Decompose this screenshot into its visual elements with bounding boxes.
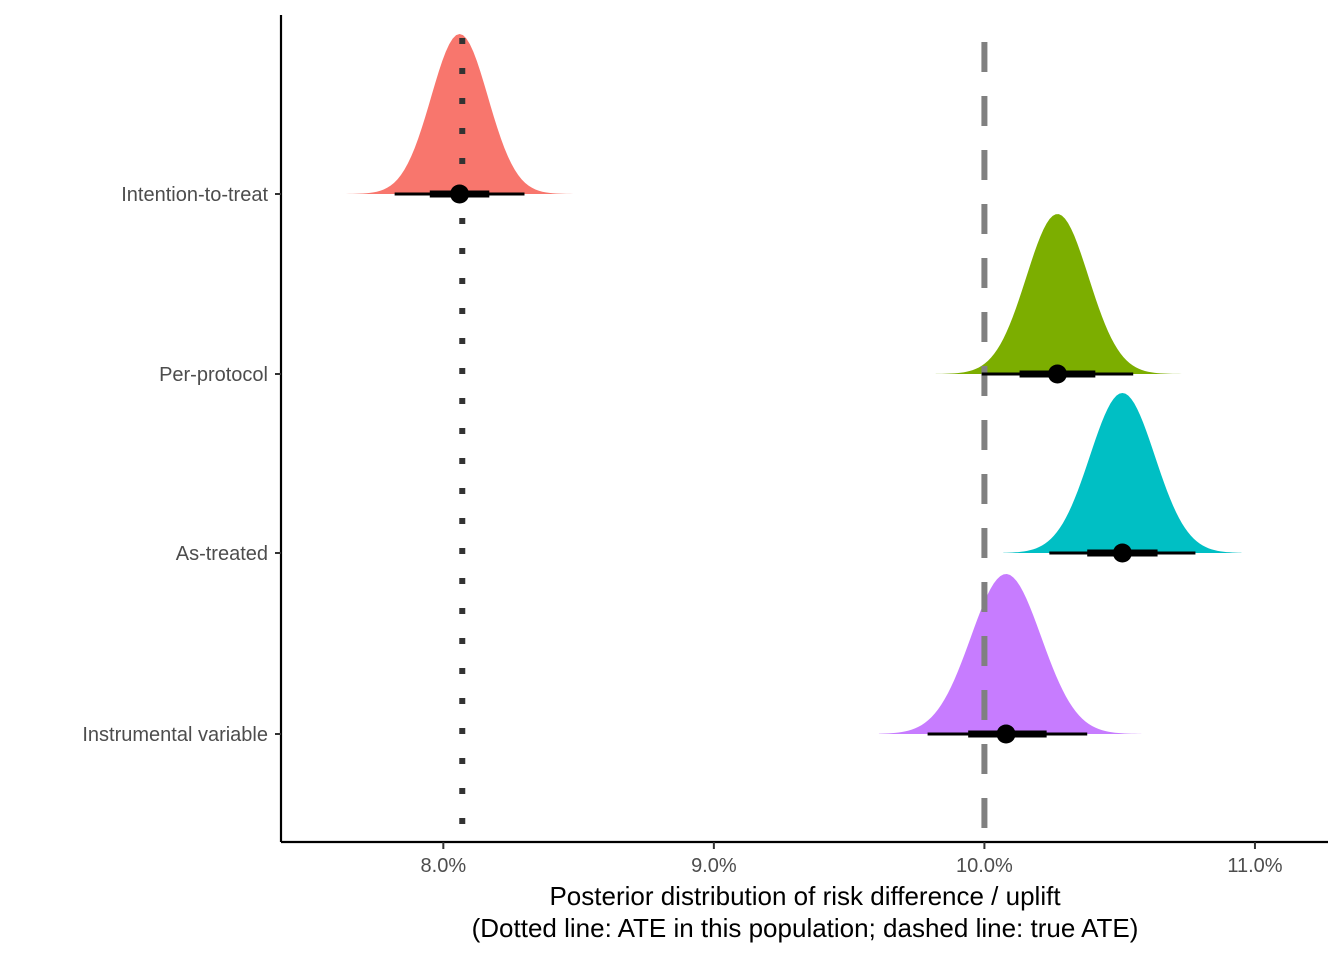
x-tick-label: 10.0% bbox=[956, 855, 1013, 877]
x-tick-label: 11.0% bbox=[1227, 855, 1282, 877]
y-tick-label-instrumental-variable: Instrumental variable bbox=[82, 724, 268, 746]
interval-layer bbox=[394, 184, 1196, 744]
density-instrumental-variable bbox=[878, 574, 1142, 734]
median-point-instrumental-variable bbox=[996, 724, 1016, 744]
x-tick-label: 8.0% bbox=[421, 855, 467, 877]
median-point-intention-to-treat bbox=[450, 184, 470, 204]
density-intention-to-treat bbox=[321, 34, 598, 194]
y-tick-label-intention-to-treat: Intention-to-treat bbox=[121, 184, 268, 206]
reference-line-layer bbox=[459, 38, 988, 842]
density-per-protocol bbox=[935, 214, 1182, 374]
y-tick-label-as-treated: As-treated bbox=[176, 543, 268, 565]
density-layer bbox=[321, 34, 1242, 734]
x-axis-title-line2: (Dotted line: ATE in this population; da… bbox=[472, 913, 1139, 943]
x-tick-label: 9.0% bbox=[691, 855, 737, 877]
density-as-treated bbox=[1003, 393, 1242, 553]
x-axis-title-line1: Posterior distribution of risk differenc… bbox=[549, 881, 1061, 911]
axes-layer bbox=[279, 15, 1328, 844]
y-tick-layer: Intention-to-treat Per-protocol As-treated… bbox=[82, 184, 281, 746]
median-point-per-protocol bbox=[1047, 364, 1067, 384]
median-point-as-treated bbox=[1112, 543, 1132, 563]
x-tick-layer: 8.0% 9.0% 10.0% 11.0% bbox=[421, 842, 1283, 877]
y-tick-label-per-protocol: Per-protocol bbox=[159, 364, 268, 386]
